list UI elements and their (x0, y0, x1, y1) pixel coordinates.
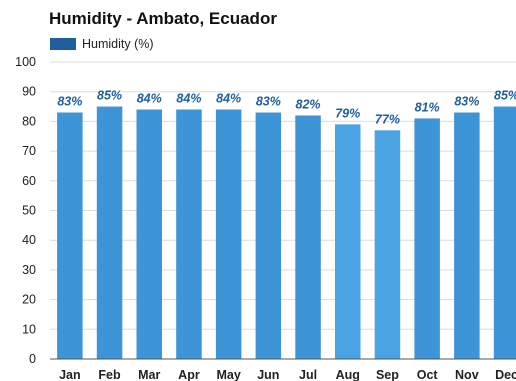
bar (255, 112, 282, 360)
y-tick-label: 10 (22, 322, 36, 336)
y-tick-label: 90 (22, 85, 36, 99)
bar (295, 115, 321, 360)
legend: Humidity (%) (50, 37, 154, 51)
bar (414, 118, 440, 360)
bar (215, 109, 242, 360)
x-tick-label: Jul (299, 368, 317, 381)
y-tick-label: 70 (22, 144, 36, 158)
data-label: 84% (176, 92, 201, 106)
bar (374, 130, 401, 359)
x-tick-label: Dec (495, 368, 516, 381)
data-label: 85% (97, 89, 122, 103)
x-tick-label: Feb (98, 368, 121, 381)
y-tick-label: 40 (22, 233, 36, 247)
y-tick-label: 30 (22, 263, 36, 277)
bar (136, 109, 162, 360)
x-tick-label: Oct (417, 368, 439, 381)
y-tick-label: 50 (22, 204, 36, 218)
legend-swatch (50, 38, 76, 50)
x-tick-label: Apr (178, 368, 200, 381)
x-tick-label: Mar (138, 368, 160, 381)
bar (57, 112, 83, 360)
x-tick-label: Nov (455, 368, 479, 381)
data-label: 83% (57, 94, 82, 108)
x-tick-label: Aug (336, 368, 360, 381)
x-tick-label: May (216, 368, 240, 381)
bar (454, 112, 480, 360)
y-tick-label: 80 (22, 114, 36, 128)
data-label: 82% (296, 97, 321, 111)
data-label: 85% (494, 89, 516, 103)
bar (493, 106, 516, 359)
data-label: 77% (375, 112, 400, 126)
data-label: 84% (216, 92, 241, 106)
x-tick-label: Jun (257, 368, 279, 381)
data-label: 83% (454, 94, 479, 108)
data-label: 83% (256, 94, 281, 108)
data-label: 81% (415, 100, 440, 114)
x-tick-label: Jan (59, 368, 81, 381)
y-tick-label: 60 (22, 174, 36, 188)
chart-title: Humidity - Ambato, Ecuador (49, 9, 277, 28)
y-tick-label: 20 (22, 293, 36, 307)
data-label: 84% (137, 92, 162, 106)
y-tick-label: 0 (29, 352, 36, 366)
x-tick-label: Sep (376, 368, 399, 381)
y-tick-label: 100 (15, 55, 36, 69)
bar (96, 106, 123, 359)
bar (176, 109, 202, 360)
legend-label: Humidity (%) (82, 37, 154, 51)
bar (335, 124, 361, 360)
data-label: 79% (335, 106, 360, 120)
